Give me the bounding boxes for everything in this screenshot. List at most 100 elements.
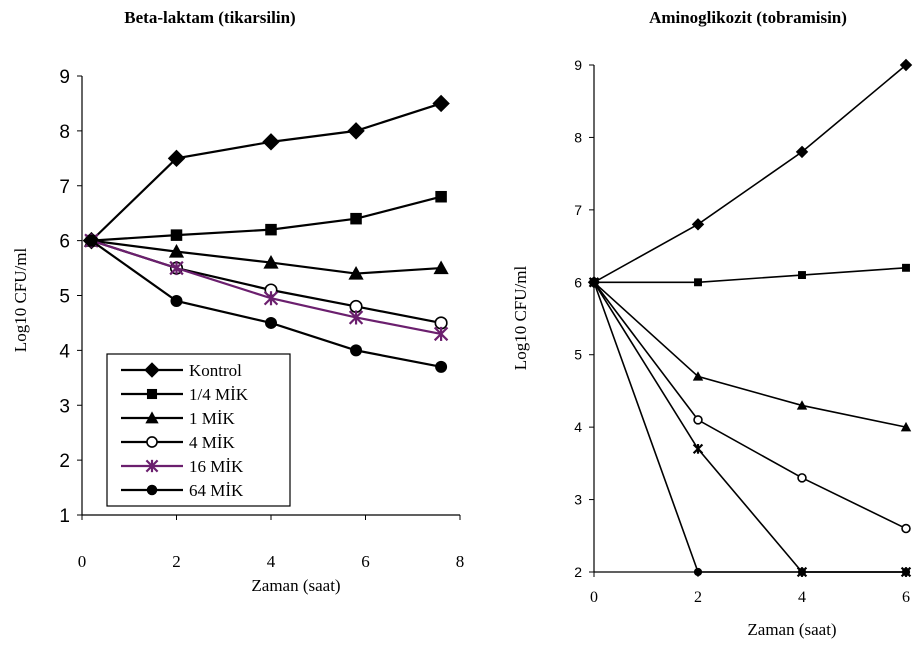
series-1-4-mi-k — [85, 190, 447, 247]
y-axis-label: Log10 CFU/ml — [11, 248, 30, 353]
legend-marker — [146, 484, 158, 496]
data-point — [900, 421, 912, 432]
x-tick-label: 0 — [590, 589, 598, 606]
legend-item: 1 MİK — [121, 409, 236, 428]
legend-marker — [144, 362, 160, 378]
series-line — [91, 239, 442, 325]
x-tick-label: 4 — [267, 552, 276, 571]
legend-item: 1/4 MİK — [121, 385, 249, 404]
data-point — [170, 229, 183, 241]
y-tick-label: 2 — [574, 564, 582, 580]
x-axis-label: Zaman (saat) — [747, 620, 836, 639]
data-point — [901, 567, 911, 577]
y-tick-label: 6 — [574, 274, 582, 290]
y-tick-label: 3 — [59, 396, 70, 417]
legend-label: Kontrol — [189, 361, 242, 380]
data-point — [899, 58, 913, 72]
x-tick-label: 6 — [902, 589, 910, 606]
series-line — [593, 281, 907, 428]
data-point — [435, 360, 448, 373]
x-tick-label: 6 — [361, 552, 370, 571]
series-64-mi-k — [85, 234, 448, 373]
legend-label: 1 MİK — [189, 409, 236, 428]
y-axis-label: Log10 CFU/ml — [511, 266, 530, 371]
series-line — [593, 64, 907, 283]
legend-marker — [145, 459, 159, 473]
x-tick-label: 8 — [456, 552, 465, 571]
data-point — [797, 473, 807, 483]
data-point — [433, 260, 449, 275]
y-tick-label: 1 — [59, 506, 70, 527]
x-axis-label: Zaman (saat) — [251, 576, 340, 595]
y-tick-label: 3 — [574, 492, 582, 508]
series-1-4-mi-k — [590, 263, 910, 287]
y-tick-label: 6 — [59, 232, 70, 253]
legend-item: 16 MİK — [121, 457, 244, 476]
series-64-mi-k — [589, 278, 911, 577]
legend-marker — [146, 436, 158, 448]
series-kontrol — [587, 58, 913, 289]
tick-labels: 1 2 3 4 5 6 7 8 9 0 2 4 6 8 — [59, 67, 464, 571]
data-point — [170, 294, 183, 307]
legend-label: 4 MİK — [189, 433, 236, 452]
y-tick-label: 7 — [59, 177, 70, 198]
axes — [77, 75, 461, 520]
y-tick-label: 9 — [574, 57, 582, 73]
series-group — [587, 58, 913, 578]
data-point — [693, 567, 703, 577]
legend-item: 64 MİK — [121, 481, 244, 500]
data-point — [167, 149, 186, 168]
data-point — [435, 190, 447, 203]
x-tick-label: 0 — [78, 552, 87, 571]
chart-title: Aminoglikozit (tobramisin) — [649, 8, 847, 27]
y-tick-label: 5 — [59, 287, 70, 308]
data-point — [589, 278, 599, 287]
legend-box — [106, 353, 291, 507]
data-point — [263, 291, 279, 306]
data-point — [265, 223, 277, 236]
legend-marker — [145, 411, 159, 424]
data-point — [263, 254, 279, 269]
x-tick-label: 4 — [798, 589, 806, 606]
series-line — [593, 282, 906, 573]
data-point — [348, 265, 364, 280]
x-tick-label: 2 — [694, 589, 702, 606]
series-line — [593, 281, 907, 530]
legend-item: Kontrol — [121, 361, 242, 380]
data-point — [348, 310, 364, 325]
chart-tikarsilin: Beta-laktam (tikarsilin) Log10 CFU/ml Za… — [11, 8, 464, 595]
data-point — [169, 260, 184, 276]
series-line — [593, 281, 906, 573]
y-tick-label: 9 — [59, 67, 70, 88]
data-point — [265, 316, 277, 329]
data-point — [798, 271, 806, 280]
data-point — [350, 212, 362, 225]
legend-label: 64 MİK — [189, 481, 244, 500]
legend-label: 16 MİK — [189, 457, 244, 476]
legend-marker — [146, 388, 158, 400]
series-1-mi-k — [588, 277, 912, 432]
legend-item: 4 MİK — [121, 433, 236, 452]
chart-tobramisin: Aminoglikozit (tobramisin) Log10 CFU/ml … — [511, 8, 913, 639]
series-line — [594, 267, 907, 284]
y-tick-label: 8 — [574, 129, 582, 145]
y-tick-label: 4 — [59, 341, 70, 362]
data-point — [350, 344, 363, 357]
y-tick-label: 2 — [59, 451, 70, 472]
y-tick-label: 4 — [574, 419, 582, 435]
series-4-mi-k — [84, 234, 448, 330]
data-point — [797, 567, 807, 577]
data-point — [85, 234, 98, 247]
series-line — [90, 102, 442, 242]
y-tick-label: 5 — [574, 347, 582, 363]
y-tick-label: 8 — [59, 122, 70, 143]
data-point — [692, 443, 704, 455]
data-point — [168, 244, 185, 258]
legend-label: 1/4 MİK — [189, 385, 249, 404]
legend: Kontrol 1/4 MİK 1 MİK 4 MİK 16 MİK 64 MİK — [106, 353, 291, 507]
data-point — [902, 263, 910, 272]
data-point — [694, 278, 702, 287]
series-group — [82, 94, 450, 373]
